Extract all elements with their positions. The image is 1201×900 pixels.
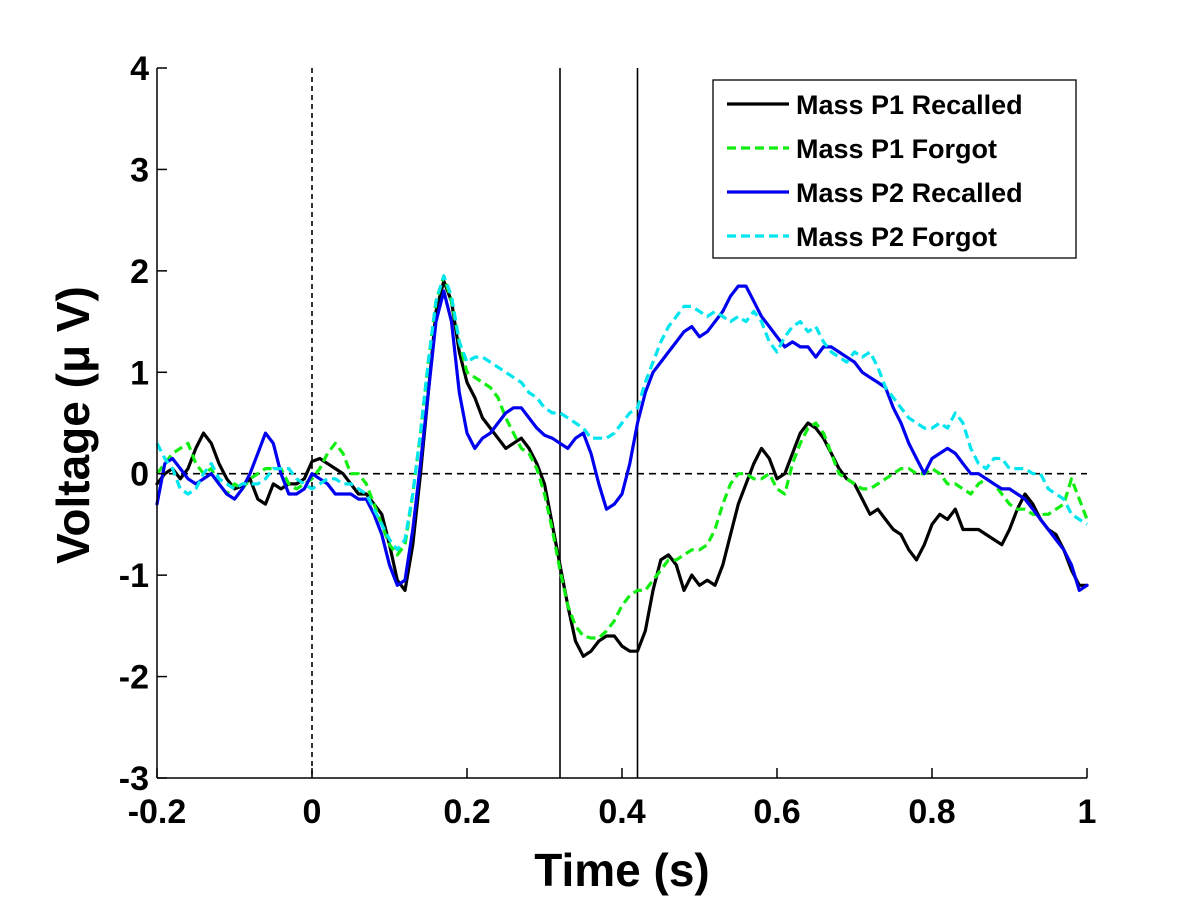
tick-labels: -3 -2 -1 0 1 2 3 4 -0.2 0 0.2 0.4 0.6 0.8 1 [119,50,1097,831]
y-tick-label: 4 [130,50,149,88]
x-axis-label: Time (s) [534,844,710,896]
x-tick-label: 0.8 [908,793,955,831]
x-tick-label: 1 [1078,793,1097,831]
series-line-3 [155,284,1089,592]
y-tick-label: 1 [130,354,149,392]
legend-label-1: Mass P1 Recalled [796,90,1023,120]
x-tick-label: -0.2 [128,793,187,831]
x-tick-label: 0 [303,793,322,831]
legend-label-3: Mass P2 Recalled [796,178,1023,208]
series-line-1 [155,279,1089,658]
y-tick-label: -2 [119,659,149,697]
plot-axes [156,67,1088,779]
y-tick-label: 0 [130,456,149,494]
y-tick-label: 3 [130,151,149,189]
x-tick-label: 0.6 [753,793,800,831]
legend-box [712,79,1077,259]
series-lines [155,274,1089,658]
series-line-2 [155,274,1089,640]
x-tick-label: 0.4 [598,793,645,831]
y-tick-label: -1 [119,557,149,595]
y-axis-label: Voltage (μ V) [47,286,99,564]
series-line-4 [155,274,1088,552]
legend: Mass P1 Recalled Mass P1 Forgot Mass P2 Re… [712,79,1077,259]
legend-label-2: Mass P1 Forgot [796,134,997,164]
legend-label-4: Mass P2 Forgot [796,222,997,252]
y-tick-label: 2 [130,253,149,291]
y-tick-label: -3 [119,760,149,798]
x-tick-label: 0.2 [443,793,490,831]
